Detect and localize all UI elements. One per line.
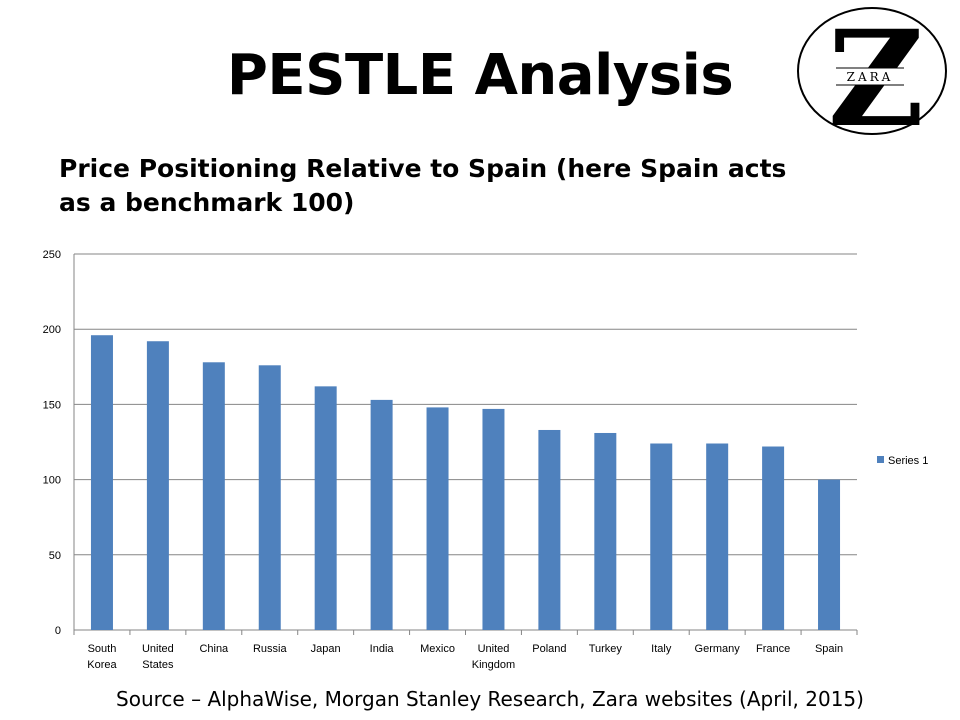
x-tick-label: Korea [87, 659, 117, 671]
x-tick-label: Italy [651, 643, 672, 655]
y-tick-label: 100 [43, 475, 61, 487]
zara-logo: Z ZARA [796, 2, 948, 157]
bar [818, 479, 841, 630]
bar [594, 432, 617, 630]
bar [482, 408, 505, 630]
x-tick-label: India [370, 643, 395, 655]
chart-subtitle: Price Positioning Relative to Spain (her… [59, 154, 787, 217]
x-tick-label: Poland [532, 643, 566, 655]
x-tick-label: Japan [311, 643, 341, 655]
bar [90, 335, 113, 630]
x-tick-label: Mexico [420, 643, 455, 655]
bar [426, 407, 449, 630]
y-tick-label: 0 [55, 625, 61, 637]
x-tick-label: United [478, 643, 510, 655]
bar [650, 443, 673, 630]
svg-text:ZARA: ZARA [847, 70, 894, 84]
bar [762, 446, 785, 630]
bar [202, 362, 225, 630]
x-tick-label: Germany [695, 643, 741, 655]
x-tick-label: Turkey [589, 643, 623, 655]
bar [146, 341, 169, 630]
bar [370, 399, 393, 630]
x-tick-label: China [199, 643, 229, 655]
bar [706, 443, 729, 630]
bar [538, 429, 561, 630]
x-tick-label: South [88, 643, 117, 655]
legend-label: Series 1 [888, 455, 928, 467]
x-tick-label: States [142, 659, 174, 671]
legend-swatch [877, 456, 884, 463]
x-tick-label: Kingdom [472, 659, 515, 671]
x-tick-label: Spain [815, 643, 843, 655]
x-tick-label: Russia [253, 643, 288, 655]
bar [314, 386, 337, 630]
y-tick-label: 50 [49, 550, 61, 562]
x-tick-label: France [756, 643, 790, 655]
y-tick-label: 200 [43, 324, 61, 336]
y-tick-label: 250 [43, 249, 61, 261]
slide-title: PESTLE Analysis [226, 43, 734, 108]
bar [258, 365, 281, 630]
source-note: Source – AlphaWise, Morgan Stanley Resea… [116, 687, 864, 711]
y-tick-label: 150 [43, 399, 61, 411]
bar-chart: 0 50 100 150 200 250 South Korea United States Chi… [43, 249, 929, 671]
x-tick-label: United [142, 643, 174, 655]
